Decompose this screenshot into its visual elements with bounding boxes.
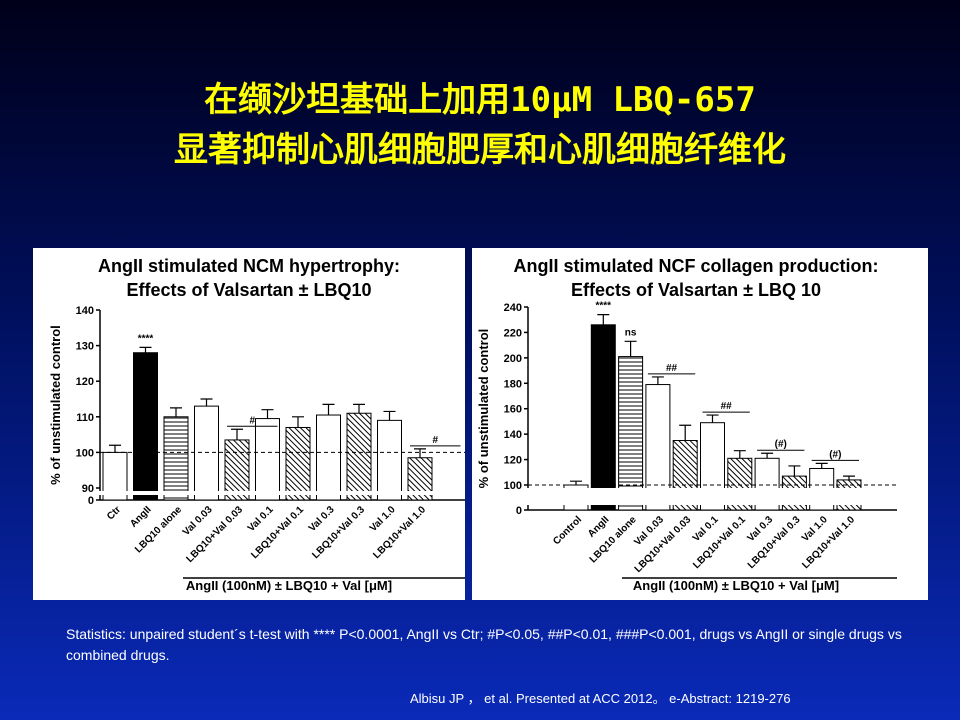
annotation: ##: [721, 401, 733, 412]
annotation: ****: [596, 301, 612, 312]
x-tick-label: LBQ10+Val 0.03: [184, 504, 245, 565]
y-tick-label: 160: [504, 404, 522, 416]
error-bar: [109, 444, 121, 453]
y-axis-label: % of unstimulated control: [476, 329, 491, 489]
x-axis-label: AngII (100nM) ± LBQ10 + Val [μM]: [186, 578, 392, 593]
error-bar: [292, 416, 304, 428]
annotation: ns: [625, 327, 637, 338]
x-tick-label: Control: [551, 514, 584, 547]
x-tick-label: LBQ10+Val 1.0: [371, 504, 428, 561]
bar: [285, 426, 311, 501]
bar: [316, 414, 341, 501]
y-tick-label: 240: [504, 302, 522, 314]
x-axis-label: AngII (100nM) ± LBQ10 + Val [μM]: [633, 578, 839, 593]
annotation: #: [432, 435, 438, 446]
y-tick-label: 110: [76, 412, 94, 424]
x-tick-label: Ctr: [105, 504, 123, 522]
y-tick-label: 200: [504, 353, 522, 365]
y-tick-label: 140: [76, 305, 94, 317]
annotation: ##: [666, 363, 678, 374]
y-tick-label: 0: [516, 505, 522, 517]
bar: [377, 419, 402, 501]
bar: [255, 418, 280, 501]
y-tick-label: 180: [504, 378, 522, 390]
x-tick-label: Val 1.0: [368, 504, 398, 534]
error-bar: [139, 346, 152, 353]
error-bar: [733, 450, 746, 459]
bar: [224, 439, 250, 501]
annotation: (#): [775, 439, 787, 450]
title-line: 在缬沙坦基础上加用10μM LBQ-657: [204, 80, 756, 120]
bar: [163, 416, 189, 501]
chart-title: Effects of Valsartan ± LBQ10: [127, 280, 372, 300]
y-tick-label: 90: [82, 483, 94, 495]
chart-panel: AngII stimulated NCM hypertrophy: Effects…: [33, 248, 465, 600]
error-bar: [570, 480, 582, 485]
x-tick-label: LBQ10+Val 0.1: [249, 504, 306, 561]
error-bar: [815, 462, 828, 469]
error-bar: [170, 407, 182, 417]
bar: [133, 352, 158, 501]
x-tick-label: LBQ10+Val 0.3: [310, 504, 367, 561]
error-bar: [322, 403, 335, 416]
annotation: #: [249, 415, 255, 426]
y-tick-label: 0: [88, 495, 94, 507]
error-bar: [231, 428, 243, 440]
error-bar: [200, 398, 213, 407]
chart-panel: AngII stimulated NCF collagen production…: [472, 248, 928, 600]
error-bar: [651, 376, 664, 385]
annotation: ****: [138, 333, 154, 344]
bar: [346, 412, 372, 501]
error-bar: [597, 314, 610, 325]
y-tick-label: 140: [504, 429, 522, 441]
error-bar: [261, 409, 274, 419]
bar: [590, 324, 616, 511]
error-bar: [843, 475, 855, 480]
error-bar: [624, 340, 637, 357]
y-tick-label: 220: [504, 327, 522, 339]
y-axis-label: % of unstimulated control: [48, 325, 63, 485]
x-tick-label: AngII: [586, 514, 612, 540]
x-tick-label: AngII: [128, 504, 154, 530]
y-tick-label: 120: [504, 455, 522, 467]
error-bar: [353, 403, 365, 414]
chart-title: Effects of Valsartan ± LBQ 10: [571, 280, 821, 300]
axis-break: [94, 491, 465, 495]
title-line: 显著抑制心肌细胞肥厚和心肌细胞纤维化: [174, 130, 786, 170]
y-tick-label: 130: [76, 341, 94, 353]
error-bar: [679, 424, 692, 441]
error-bar: [706, 414, 719, 423]
bar: [194, 405, 219, 501]
x-tick-label: Val 0.3: [307, 504, 337, 534]
annotation: (#): [829, 449, 841, 460]
error-bar: [414, 448, 426, 458]
chart-title: AngII stimulated NCM hypertrophy:: [98, 256, 400, 276]
citation: Albisu JP ， et al. Presented at ACC 2012…: [410, 691, 791, 706]
y-tick-label: 100: [504, 480, 522, 492]
chart-title: AngII stimulated NCF collagen production…: [513, 256, 878, 276]
error-bar: [788, 465, 801, 477]
error-bar: [761, 452, 774, 459]
x-tick-label: Val 0.1: [246, 504, 276, 534]
y-tick-label: 100: [76, 447, 94, 459]
statistics-note: Statistics: unpaired student´s t-test wi…: [66, 626, 902, 663]
bar: [618, 356, 644, 511]
axis-break: [522, 488, 901, 505]
error-bar: [383, 410, 396, 421]
y-tick-label: 120: [76, 376, 94, 388]
